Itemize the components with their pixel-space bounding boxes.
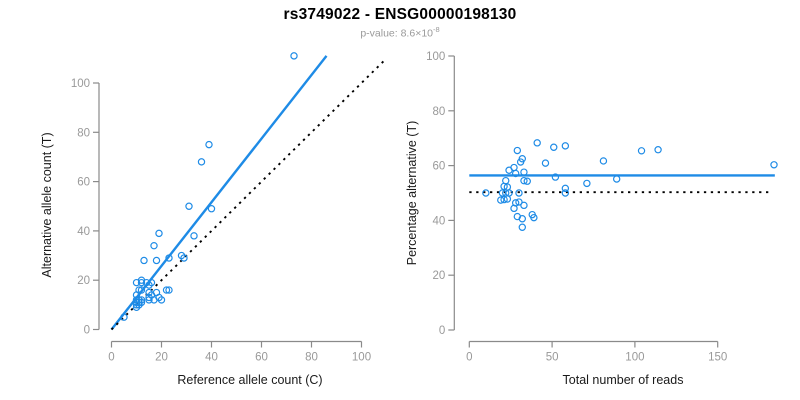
right-data-point (770, 161, 778, 169)
left-data-point (197, 158, 206, 166)
right-data-point (550, 143, 558, 151)
left-x-axis-title: Reference allele count (C) (177, 373, 322, 387)
left-data-point (152, 256, 161, 265)
left-data-point (157, 296, 166, 304)
right-data-point (612, 175, 621, 183)
right-data-point (561, 184, 570, 193)
right-data-point (583, 179, 591, 188)
right-y-tick-label: 40 (433, 215, 446, 227)
right-data-point (513, 146, 522, 155)
right-data-point (500, 195, 508, 204)
right-data-point (599, 157, 608, 165)
right-data-point (500, 182, 508, 191)
left-data-point (137, 278, 146, 287)
left-data-point (180, 254, 188, 262)
right-y-tick-label: 100 (426, 51, 445, 63)
right-data-point (530, 213, 538, 222)
p-value-exponent: -8 (433, 25, 440, 34)
left-x-tick-label: 40 (205, 352, 218, 364)
left-data-point (120, 313, 128, 321)
right-data-point (520, 201, 528, 210)
right-data-point (518, 223, 526, 231)
left-data-point (205, 140, 213, 149)
right-x-tick-label: 150 (708, 352, 727, 364)
right-data-point (654, 146, 662, 154)
left-data-point (185, 202, 193, 210)
regression-line (110, 55, 328, 331)
left-x-tick-label: 60 (255, 352, 268, 364)
left-data-point (155, 229, 163, 238)
left-y-tick-label: 80 (77, 127, 90, 139)
right-x-tick-label: 0 (466, 352, 472, 364)
right-data-point (518, 215, 526, 223)
right-data-point (511, 169, 520, 178)
left-data-point (135, 301, 143, 309)
right-y-tick-label: 0 (439, 325, 445, 337)
right-data-point (541, 159, 550, 167)
right-data-point (516, 158, 525, 166)
right-data-point (515, 189, 523, 197)
right-y-tick-label: 80 (433, 106, 446, 118)
left-y-tick-label: 60 (77, 177, 90, 189)
left-data-point (165, 286, 173, 294)
left-y-tick-label: 100 (71, 78, 90, 90)
left-x-tick-label: 0 (108, 352, 114, 364)
right-data-point (497, 196, 505, 204)
left-data-point (290, 52, 298, 60)
right-x-tick-label: 50 (546, 352, 559, 364)
right-y-tick-label: 20 (433, 270, 446, 282)
left-data-point (137, 286, 146, 294)
left-data-point (140, 256, 148, 265)
right-data-point (523, 177, 531, 185)
left-data-point (165, 254, 173, 262)
left-x-tick-label: 20 (155, 352, 168, 364)
right-x-tick-label: 100 (625, 352, 644, 364)
p-value-prefix: p-value: (360, 27, 401, 40)
left-data-point (162, 286, 171, 294)
right-data-point (551, 173, 560, 181)
figure-title: rs3749022 - ENSG00000198130 (283, 6, 517, 23)
right-data-point (482, 189, 490, 197)
left-data-point (150, 241, 158, 250)
left-y-tick-label: 0 (84, 325, 90, 337)
left-data-point (145, 296, 153, 304)
p-value-base: 8.6×10 (400, 27, 434, 40)
right-data-point (637, 147, 646, 155)
left-y-tick-label: 40 (77, 226, 90, 238)
right-data-point (515, 198, 523, 206)
left-x-tick-label: 100 (352, 352, 371, 364)
right-y-axis-title: Percentage alternative (T) (405, 121, 419, 266)
left-y-tick-label: 20 (77, 275, 90, 287)
left-y-axis-title: Alternative allele count (T) (40, 132, 54, 277)
right-data-point (520, 168, 528, 176)
left-x-tick-label: 80 (305, 352, 318, 364)
right-data-point (505, 166, 513, 174)
right-x-axis-title: Total number of reads (563, 373, 684, 387)
right-data-point (561, 142, 570, 150)
right-data-point (561, 189, 570, 197)
left-data-point (190, 232, 198, 240)
right-data-point (510, 204, 518, 213)
p-value-subtitle: p-value: 8.6×10-8 (0, 25, 800, 40)
identity-line (110, 57, 388, 331)
left-data-point (207, 205, 216, 213)
right-data-point (533, 139, 541, 147)
right-data-point (498, 189, 507, 197)
right-y-tick-label: 60 (433, 161, 446, 173)
right-data-point (520, 176, 528, 185)
left-data-point (147, 278, 156, 287)
